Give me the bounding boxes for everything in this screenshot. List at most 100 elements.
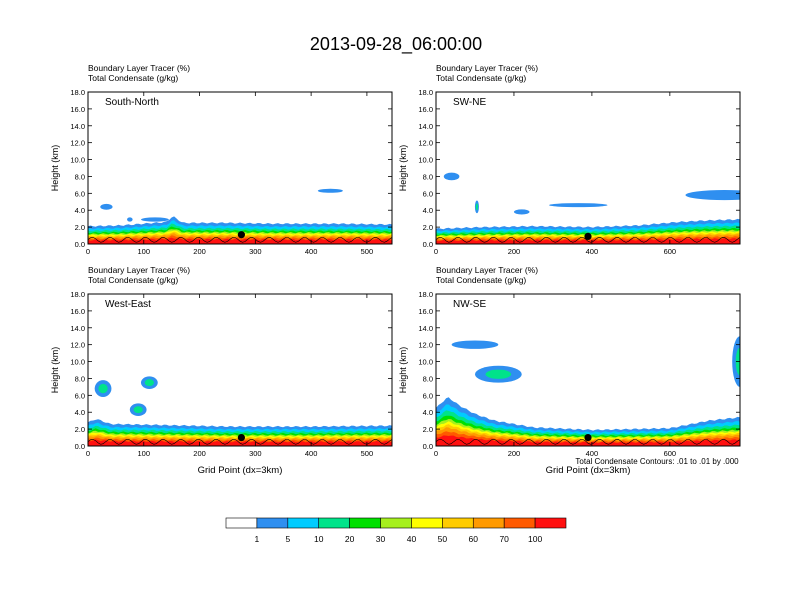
colorbar-swatch bbox=[503, 517, 536, 529]
plot-area bbox=[88, 376, 392, 446]
y-tick-label: 16.0 bbox=[418, 105, 433, 114]
cloud-core bbox=[475, 203, 479, 211]
y-tick-label: 8.0 bbox=[423, 374, 433, 383]
colorbar-swatch bbox=[442, 517, 474, 529]
y-axis-label: Height (km) bbox=[50, 347, 60, 394]
location-marker bbox=[584, 433, 592, 442]
cloud-patch bbox=[685, 189, 740, 201]
colorbar-label: 40 bbox=[407, 534, 417, 544]
y-tick-label: 0.0 bbox=[75, 240, 85, 249]
y-axis-label: Height (km) bbox=[398, 145, 408, 192]
colorbar-swatch bbox=[287, 517, 320, 529]
plot-frame bbox=[435, 293, 741, 447]
colorbar-swatch bbox=[318, 517, 350, 529]
y-tick-label: 6.0 bbox=[75, 391, 85, 400]
cloud-core bbox=[98, 383, 108, 394]
plot-frame bbox=[87, 91, 393, 245]
y-tick-label: 14.0 bbox=[70, 324, 85, 333]
x-tick-label: 500 bbox=[361, 247, 374, 256]
plot-area bbox=[436, 336, 740, 446]
cloud-patch bbox=[140, 217, 169, 222]
y-tick-label: 14.0 bbox=[418, 122, 433, 131]
x-tick-label: 200 bbox=[193, 449, 206, 458]
tracer-band bbox=[88, 237, 392, 244]
y-tick-label: 4.0 bbox=[423, 206, 433, 215]
panel-header-line: Boundary Layer Tracer (%) bbox=[436, 265, 538, 275]
cloud-patch bbox=[100, 203, 113, 210]
panel-header-line: Total Condensate (g/kg) bbox=[436, 73, 526, 83]
y-tick-label: 8.0 bbox=[75, 172, 85, 181]
panel-sw-ne: Boundary Layer Tracer (%)Total Condensat… bbox=[398, 63, 741, 256]
x-tick-label: 400 bbox=[305, 247, 318, 256]
y-tick-label: 16.0 bbox=[70, 307, 85, 316]
y-tick-label: 0.0 bbox=[423, 442, 433, 451]
y-tick-label: 12.0 bbox=[70, 341, 85, 350]
y-tick-label: 18.0 bbox=[418, 88, 433, 97]
y-tick-label: 6.0 bbox=[75, 189, 85, 198]
cloud-patch bbox=[127, 217, 133, 222]
y-tick-label: 10.0 bbox=[418, 156, 433, 165]
y-tick-label: 2.0 bbox=[423, 425, 433, 434]
y-tick-label: 12.0 bbox=[418, 139, 433, 148]
cloud-patch bbox=[549, 203, 608, 208]
y-tick-label: 2.0 bbox=[75, 425, 85, 434]
panel-name: SW-NE bbox=[453, 97, 486, 108]
x-tick-label: 600 bbox=[664, 449, 677, 458]
location-marker bbox=[237, 433, 245, 442]
colorbar-label: 60 bbox=[469, 534, 479, 544]
x-tick-label: 0 bbox=[86, 247, 90, 256]
y-tick-label: 18.0 bbox=[70, 88, 85, 97]
panel-name: South-North bbox=[105, 97, 159, 108]
x-tick-label: 500 bbox=[361, 449, 374, 458]
colorbar-swatch bbox=[472, 517, 505, 529]
figure-title: 2013-09-28_06:00:00 bbox=[310, 34, 482, 55]
y-tick-label: 0.0 bbox=[423, 240, 433, 249]
y-tick-label: 14.0 bbox=[70, 122, 85, 131]
condensate-contour bbox=[88, 438, 392, 445]
colorbar-label: 50 bbox=[438, 534, 448, 544]
y-tick-label: 16.0 bbox=[70, 105, 85, 114]
y-tick-label: 4.0 bbox=[423, 408, 433, 417]
y-tick-label: 18.0 bbox=[70, 290, 85, 299]
colorbar-label: 5 bbox=[285, 534, 290, 544]
x-tick-label: 400 bbox=[586, 247, 599, 256]
y-tick-label: 18.0 bbox=[418, 290, 433, 299]
cloud-patch bbox=[513, 209, 530, 215]
contour-note: Total Condensate Contours: .01 to .01 by… bbox=[575, 457, 739, 466]
y-axis-label: Height (km) bbox=[398, 347, 408, 394]
y-tick-label: 6.0 bbox=[423, 391, 433, 400]
plot-frame bbox=[87, 293, 393, 447]
panel-south-north: Boundary Layer Tracer (%)Total Condensat… bbox=[50, 63, 393, 256]
colorbar-swatch bbox=[349, 517, 381, 529]
x-axis-label: Grid Point (dx=3km) bbox=[198, 465, 283, 476]
colorbar-label: 70 bbox=[499, 534, 509, 544]
plot-area bbox=[436, 172, 740, 244]
x-tick-label: 200 bbox=[508, 247, 521, 256]
colorbar-label: 10 bbox=[314, 534, 324, 544]
y-tick-label: 8.0 bbox=[75, 374, 85, 383]
panel-west-east: Boundary Layer Tracer (%)Total Condensat… bbox=[50, 265, 393, 476]
y-tick-label: 0.0 bbox=[75, 442, 85, 451]
y-tick-label: 10.0 bbox=[418, 358, 433, 367]
x-tick-label: 600 bbox=[664, 247, 677, 256]
cloud-patch bbox=[443, 172, 460, 181]
y-axis-label: Height (km) bbox=[50, 145, 60, 192]
y-tick-label: 2.0 bbox=[423, 223, 433, 232]
panels: Boundary Layer Tracer (%) Total Condensat… bbox=[50, 63, 741, 476]
colorbar-swatch bbox=[380, 517, 412, 529]
cloud-patch bbox=[451, 340, 499, 349]
x-tick-label: 100 bbox=[138, 247, 151, 256]
colorbar: 1 5 10 20 30 40 50 60 70 100 bbox=[225, 517, 567, 544]
y-tick-label: 4.0 bbox=[75, 206, 85, 215]
tracer-band bbox=[88, 439, 392, 446]
x-tick-label: 300 bbox=[249, 247, 262, 256]
y-tick-label: 14.0 bbox=[418, 324, 433, 333]
x-tick-label: 400 bbox=[305, 449, 318, 458]
y-tick-label: 10.0 bbox=[70, 358, 85, 367]
panel-name: West-East bbox=[105, 299, 151, 310]
colorbar-swatch bbox=[225, 517, 258, 529]
location-marker bbox=[237, 231, 245, 239]
x-tick-label: 0 bbox=[434, 449, 438, 458]
location-marker bbox=[584, 232, 592, 240]
